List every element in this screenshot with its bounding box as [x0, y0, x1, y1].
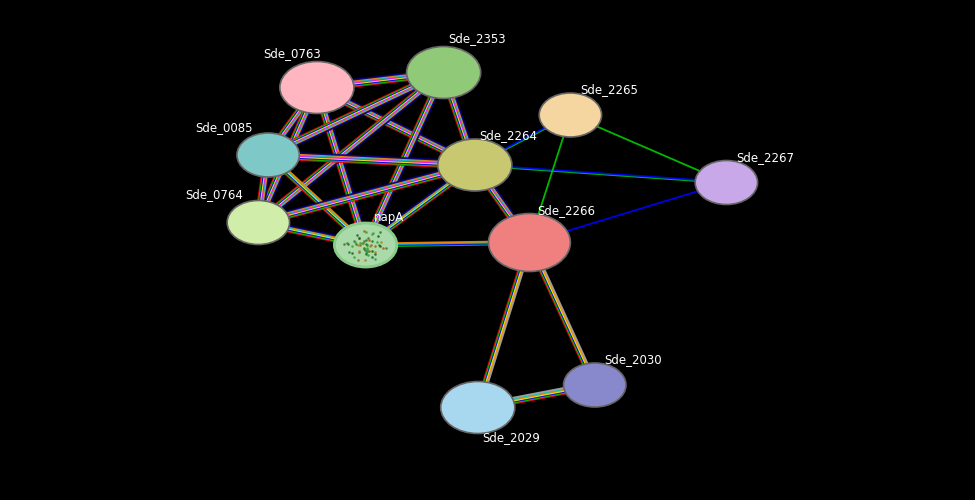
Text: Sde_2266: Sde_2266 — [537, 204, 595, 217]
Text: Sde_2029: Sde_2029 — [483, 431, 540, 444]
Text: Sde_2265: Sde_2265 — [580, 84, 638, 96]
Ellipse shape — [438, 139, 512, 191]
Ellipse shape — [227, 200, 290, 244]
Ellipse shape — [564, 363, 626, 407]
Text: Sde_2353: Sde_2353 — [448, 32, 506, 45]
Ellipse shape — [539, 93, 602, 137]
Text: Sde_2030: Sde_2030 — [604, 354, 662, 366]
Text: Sde_0764: Sde_0764 — [185, 188, 243, 202]
Text: Sde_2264: Sde_2264 — [480, 130, 537, 142]
Text: napA: napA — [373, 211, 404, 224]
Ellipse shape — [280, 62, 354, 114]
Ellipse shape — [237, 133, 299, 177]
Ellipse shape — [441, 382, 515, 434]
Text: Sde_0085: Sde_0085 — [195, 121, 253, 134]
Ellipse shape — [488, 214, 570, 272]
Ellipse shape — [695, 160, 758, 204]
Ellipse shape — [334, 223, 397, 267]
Ellipse shape — [407, 46, 481, 98]
Text: Sde_0763: Sde_0763 — [263, 47, 321, 60]
Text: Sde_2267: Sde_2267 — [736, 151, 794, 164]
